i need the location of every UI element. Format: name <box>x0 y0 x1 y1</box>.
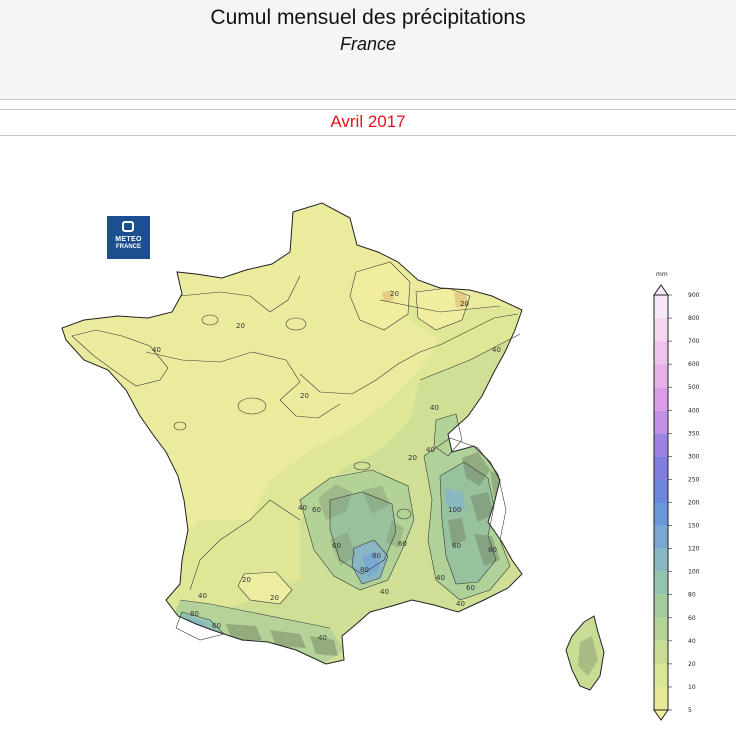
period-label: Avril 2017 <box>330 112 406 131</box>
legend-bands <box>653 284 669 721</box>
legend-tick-label: 700 <box>688 338 700 345</box>
contour-label: 60 <box>398 540 407 548</box>
contour-label: 80 <box>360 566 369 574</box>
legend-band <box>654 594 668 618</box>
legend-band <box>654 364 668 388</box>
contour-label: 60 <box>212 622 221 630</box>
legend-tick-label: 350 <box>688 430 700 437</box>
contour-label: 20 <box>390 290 399 298</box>
legend-band <box>654 663 668 687</box>
contour-label: 60 <box>466 584 475 592</box>
legend-band <box>654 525 668 549</box>
legend-tick-label: 40 <box>688 638 696 645</box>
legend-band <box>654 571 668 595</box>
legend-tick-label: 80 <box>688 592 696 599</box>
precip-fields <box>160 262 522 664</box>
legend-band <box>654 502 668 526</box>
legend-bottom-arrow <box>653 709 669 721</box>
legend-band <box>654 433 668 457</box>
legend-band <box>654 456 668 480</box>
contour-label: 20 <box>300 392 309 400</box>
contour-label: 20 <box>242 576 251 584</box>
legend-band <box>654 686 668 710</box>
legend-tick-label: 150 <box>688 523 700 530</box>
contour-label: 20 <box>270 594 279 602</box>
contour-lines <box>71 261 521 641</box>
contour-label: 40 <box>456 600 465 608</box>
contour-label: 60 <box>452 542 461 550</box>
contour-label: 40 <box>430 404 439 412</box>
meteo-france-logo: METEO FRANCE <box>107 216 150 259</box>
legend-band <box>654 479 668 503</box>
color-scale-legend: mm 5 10 20 40 60 80 100 120 150 200 250 300 350 400 50… <box>653 271 700 721</box>
legend-tick-label: 300 <box>688 453 700 460</box>
logo-line-2: FRANCE <box>116 244 141 250</box>
contour-label: 40 <box>426 446 435 454</box>
contour-label: 80 <box>488 546 497 554</box>
legend-band <box>654 410 668 434</box>
legend-labels: 5 10 20 40 60 80 100 120 150 200 250 300 350 400 500 60… <box>668 292 700 714</box>
contour-label: 40 <box>380 588 389 596</box>
legend-tick-label: 400 <box>688 407 700 414</box>
legend-top-arrow <box>653 284 669 296</box>
legend-tick-label: 200 <box>688 500 700 507</box>
contour-label: 40 <box>436 574 445 582</box>
legend-band <box>654 640 668 664</box>
contour-label: 40 <box>298 504 307 512</box>
contour-label: 80 <box>190 610 199 618</box>
contour-label: 20 <box>408 454 417 462</box>
corsica <box>565 615 605 691</box>
legend-band <box>654 318 668 342</box>
contour-label: 20 <box>460 300 469 308</box>
legend-unit: mm <box>656 271 668 278</box>
legend-band <box>654 617 668 641</box>
legend-band <box>654 548 668 572</box>
meteo-france-logo-mark <box>122 221 134 232</box>
period-bar: Avril 2017 <box>0 109 736 136</box>
logo-line-1: METEO <box>115 236 142 243</box>
legend-tick-label: 120 <box>688 546 700 553</box>
contour-label: 60 <box>312 506 321 514</box>
contour-label: 40 <box>152 346 161 354</box>
contour-label: 40 <box>492 346 501 354</box>
contour-label: 100 <box>448 506 461 514</box>
legend-tick-label: 10 <box>688 684 696 691</box>
page-header: Cumul mensuel des précipitations France <box>0 0 736 100</box>
map-subtitle: France <box>339 34 397 54</box>
map-title: Cumul mensuel des précipitations <box>210 6 526 29</box>
legend-band <box>654 341 668 365</box>
legend-band <box>654 387 668 411</box>
legend-tick-label: 600 <box>688 361 700 368</box>
legend-tick-label: 100 <box>688 569 700 576</box>
legend-tick-label: 20 <box>688 661 696 668</box>
contour-label: 40 <box>198 592 207 600</box>
contour-label: 60 <box>332 542 341 550</box>
legend-tick-label: 800 <box>688 315 700 322</box>
legend-tick-label: 60 <box>688 615 696 622</box>
corsica-relief <box>578 636 598 676</box>
contour-label: 80 <box>372 552 381 560</box>
legend-band <box>654 295 668 319</box>
contour-label: 40 <box>318 634 327 642</box>
legend-tick-label: 900 <box>688 292 700 299</box>
legend-tick-label: 250 <box>688 476 700 483</box>
contour-value-labels: 20 40 20 40 20 40 60 40 60 80 60 100 60 … <box>152 290 501 642</box>
legend-tick-label: 500 <box>688 384 700 391</box>
legend-tick-label: 5 <box>688 707 692 714</box>
contour-label: 20 <box>236 322 245 330</box>
